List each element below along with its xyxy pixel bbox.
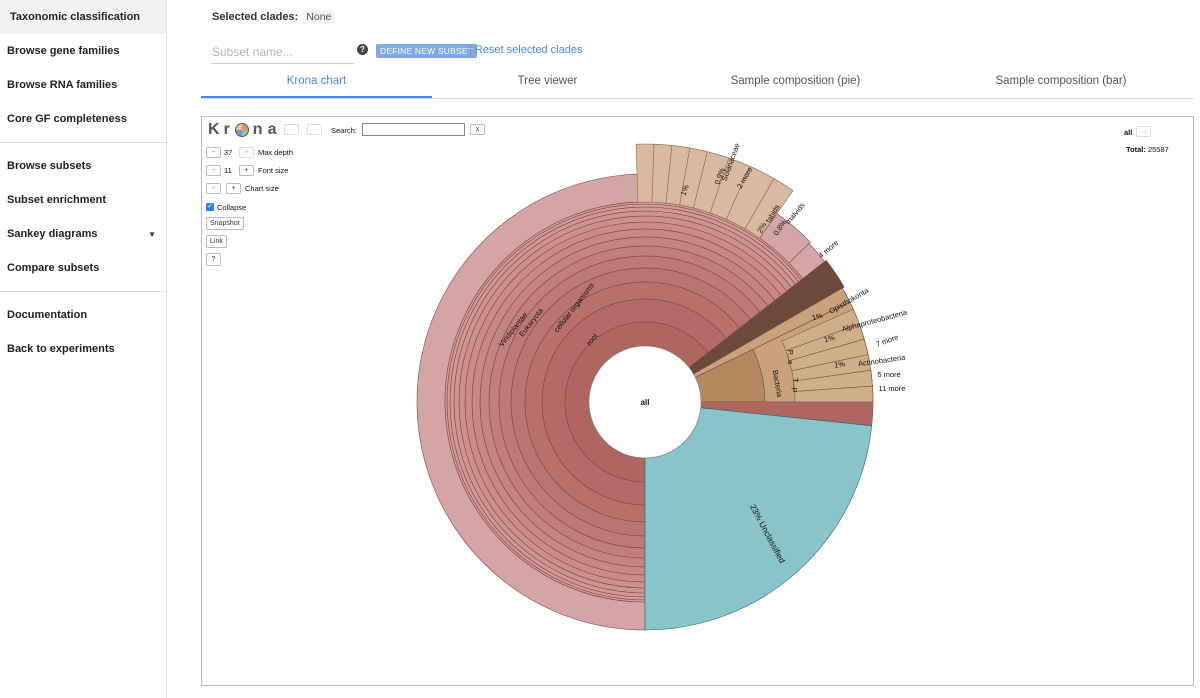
link-button[interactable]: Link xyxy=(206,235,227,248)
segment-label: 4 more xyxy=(817,238,841,260)
reset-selected-clades-link[interactable]: | Reset selected clades xyxy=(469,44,582,56)
main-content: Selected clades: None ? DEFINE NEW SUBSE… xyxy=(167,0,1200,698)
sidebar-divider xyxy=(0,142,166,143)
segment-label: 1% xyxy=(811,311,824,323)
sidebar-item-label: Documentation xyxy=(7,309,88,321)
segment-label: T...p xyxy=(791,378,800,392)
search-label: Search: xyxy=(331,126,357,135)
sidebar-item-taxonomic-classification[interactable]: Taxonomic classification xyxy=(0,0,166,34)
font-size-increase[interactable]: + xyxy=(239,165,254,176)
sidebar-item-label: Sankey diagrams xyxy=(7,228,98,240)
segment-label: 1% xyxy=(679,183,691,197)
sunburst-segment-plant-other xyxy=(759,213,811,264)
selected-clades-value: None xyxy=(303,10,335,24)
breadcrumb-all[interactable]: all xyxy=(1124,128,1133,137)
tab-krona-chart[interactable]: Krona chart xyxy=(201,66,432,98)
sunburst-center xyxy=(588,345,702,459)
krona-logo-icon xyxy=(234,123,249,137)
search-clear-button[interactable]: x xyxy=(470,124,485,135)
krona-search-input[interactable] xyxy=(362,123,465,136)
separator: | xyxy=(469,44,472,56)
collapse-label: Collapse xyxy=(217,203,247,212)
sidebar-item-label: Core GF completeness xyxy=(7,113,127,125)
max-depth-increase[interactable]: + xyxy=(239,147,254,158)
sidebar-item-browse-gene-families[interactable]: Browse gene families xyxy=(0,34,166,68)
help-icon[interactable]: ? xyxy=(357,44,368,55)
selected-clades: Selected clades: None xyxy=(212,10,335,24)
sidebar-item-documentation[interactable]: Documentation xyxy=(0,298,166,332)
sidebar-item-label: Taxonomic classification xyxy=(10,11,141,23)
sidebar-item-label: Back to experiments xyxy=(7,343,115,355)
segment-label: 5 more xyxy=(877,370,900,379)
sidebar-item-compare-subsets[interactable]: Compare subsets xyxy=(0,251,166,285)
sidebar-item-label: Browse RNA families xyxy=(7,79,118,91)
sidebar: Taxonomic classification Browse gene fam… xyxy=(0,0,167,698)
segment-label: P...a xyxy=(786,350,795,365)
krona-chart-frame: all root cellular organisms Eukaryota Viridi… xyxy=(201,116,1194,686)
sunburst-segment-plant-subclade xyxy=(635,143,655,203)
sidebar-item-label: Compare subsets xyxy=(7,262,100,274)
collapse-checkbox[interactable]: ✓ xyxy=(206,203,214,211)
font-size-decrease[interactable]: - xyxy=(206,165,221,176)
sidebar-item-subset-enrichment[interactable]: Subset enrichment xyxy=(0,183,166,217)
segment-label: 1% xyxy=(823,333,836,345)
tab-tree-viewer[interactable]: Tree viewer xyxy=(517,75,578,87)
sidebar-item-sankey-diagrams[interactable]: Sankey diagrams ▼ xyxy=(0,217,166,251)
chart-size-increase[interactable]: + xyxy=(226,183,241,194)
sidebar-item-label: Browse gene families xyxy=(7,45,120,57)
back-arrow-icon[interactable]: ← xyxy=(284,124,299,135)
sidebar-item-browse-subsets[interactable]: Browse subsets xyxy=(0,149,166,183)
segment-label: 11 more xyxy=(879,384,906,393)
sidebar-item-core-gf-completeness[interactable]: Core GF completeness xyxy=(0,102,166,136)
chart-size-decrease[interactable]: - xyxy=(206,183,221,194)
chart-size-label: Chart size xyxy=(245,184,279,193)
sidebar-divider xyxy=(0,291,166,292)
breadcrumb-nav-icon[interactable]: ↔ xyxy=(1136,126,1151,137)
tab-sample-composition-pie[interactable]: Sample composition (pie) xyxy=(730,75,861,87)
subset-name-input[interactable] xyxy=(211,40,354,64)
caret-down-icon: ▼ xyxy=(148,229,156,239)
snapshot-button[interactable]: Snapshot xyxy=(206,217,244,230)
total-label: Total: xyxy=(1126,145,1146,154)
font-size-label: Font size xyxy=(258,166,289,175)
sidebar-item-browse-rna-families[interactable]: Browse RNA families xyxy=(0,68,166,102)
define-new-subset-button[interactable]: DEFINE NEW SUBSET xyxy=(376,44,478,58)
sidebar-item-label: Browse subsets xyxy=(7,160,92,172)
font-size-value: 11 xyxy=(224,166,232,175)
sidebar-item-label: Subset enrichment xyxy=(7,194,107,206)
segment-label: malvids xyxy=(783,201,806,226)
segment-label: 7 more xyxy=(875,332,900,348)
max-depth-label: Max depth xyxy=(258,148,294,157)
total-value: 25587 xyxy=(1147,145,1169,154)
reset-link-label[interactable]: Reset selected clades xyxy=(474,44,583,56)
tab-sample-composition-bar[interactable]: Sample composition (bar) xyxy=(995,75,1127,87)
max-depth-value: 37 xyxy=(224,148,233,157)
max-depth-decrease[interactable]: - xyxy=(206,147,221,158)
selected-clades-label: Selected clades: xyxy=(212,11,299,23)
forward-arrow-icon[interactable]: → xyxy=(307,124,322,135)
total-count: Total: 25587 xyxy=(1126,145,1169,154)
segment-label: 1% xyxy=(834,359,846,369)
sidebar-item-back-to-experiments[interactable]: Back to experiments xyxy=(0,332,166,366)
help-button[interactable]: ? xyxy=(206,253,221,266)
view-tabs: Krona chart Tree viewer Sample compositi… xyxy=(201,66,1194,99)
sunburst-center-label: all xyxy=(641,398,650,407)
